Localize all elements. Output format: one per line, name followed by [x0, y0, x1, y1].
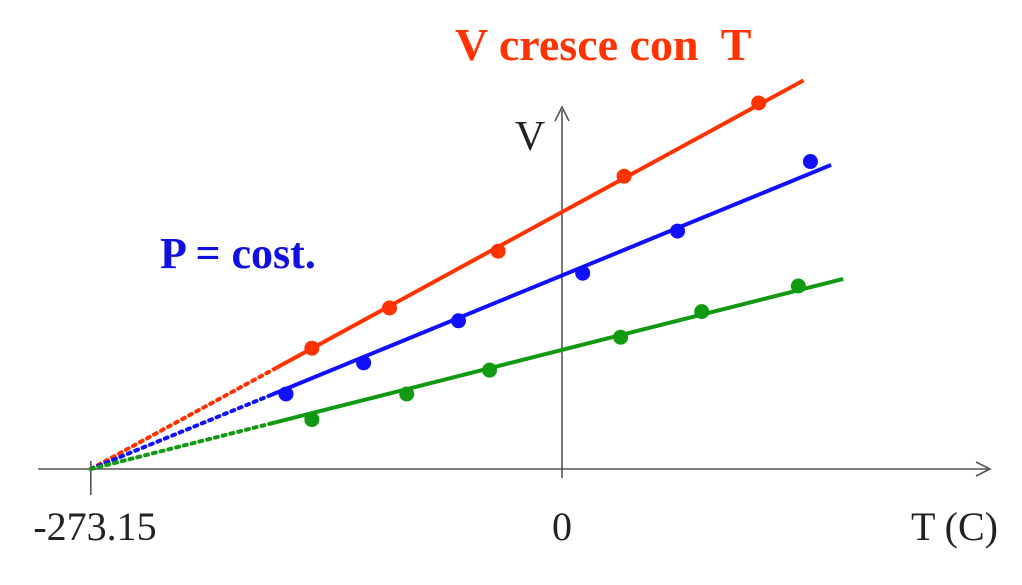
series-1-point — [802, 154, 818, 170]
x-tick-label-zero: 0 — [552, 504, 572, 549]
axes — [38, 105, 992, 495]
series-0-point — [616, 168, 632, 184]
series-lines — [88, 78, 844, 471]
chart-title: V cresce con T — [455, 19, 752, 70]
series-1-point — [356, 355, 372, 371]
x-axis-label: T (C) — [911, 504, 998, 549]
axis-labels: -273.15 0 T (C) V — [33, 114, 998, 549]
series-2-line — [271, 276, 844, 426]
series-1-line — [271, 163, 832, 397]
y-axis-arrow — [554, 105, 570, 122]
series-0-extrapolation — [88, 368, 275, 471]
series-0-line — [271, 78, 805, 372]
series-2-point — [304, 412, 320, 428]
series-2-extrapolation — [88, 421, 275, 471]
series-2-point — [613, 329, 629, 345]
series-0-point — [382, 300, 397, 316]
series-2-point — [790, 278, 806, 294]
series-1-point — [278, 386, 294, 402]
series-0-point — [490, 243, 506, 259]
series-1-point — [575, 265, 591, 281]
x-tick-label-absolute-zero: -273.15 — [33, 504, 156, 549]
series-0-point — [751, 95, 767, 111]
y-axis-label: V — [515, 114, 545, 160]
series-points — [278, 95, 818, 428]
pressure-annotation: P = cost. — [160, 229, 316, 278]
series-2-point — [694, 304, 710, 320]
x-axis-arrow — [975, 461, 992, 477]
series-0-point — [304, 340, 320, 356]
series-1-point — [670, 223, 686, 239]
series-2-point — [482, 362, 498, 378]
series-1-extrapolation — [88, 392, 275, 471]
series-2-point — [399, 386, 415, 402]
series-1-point — [451, 313, 466, 329]
